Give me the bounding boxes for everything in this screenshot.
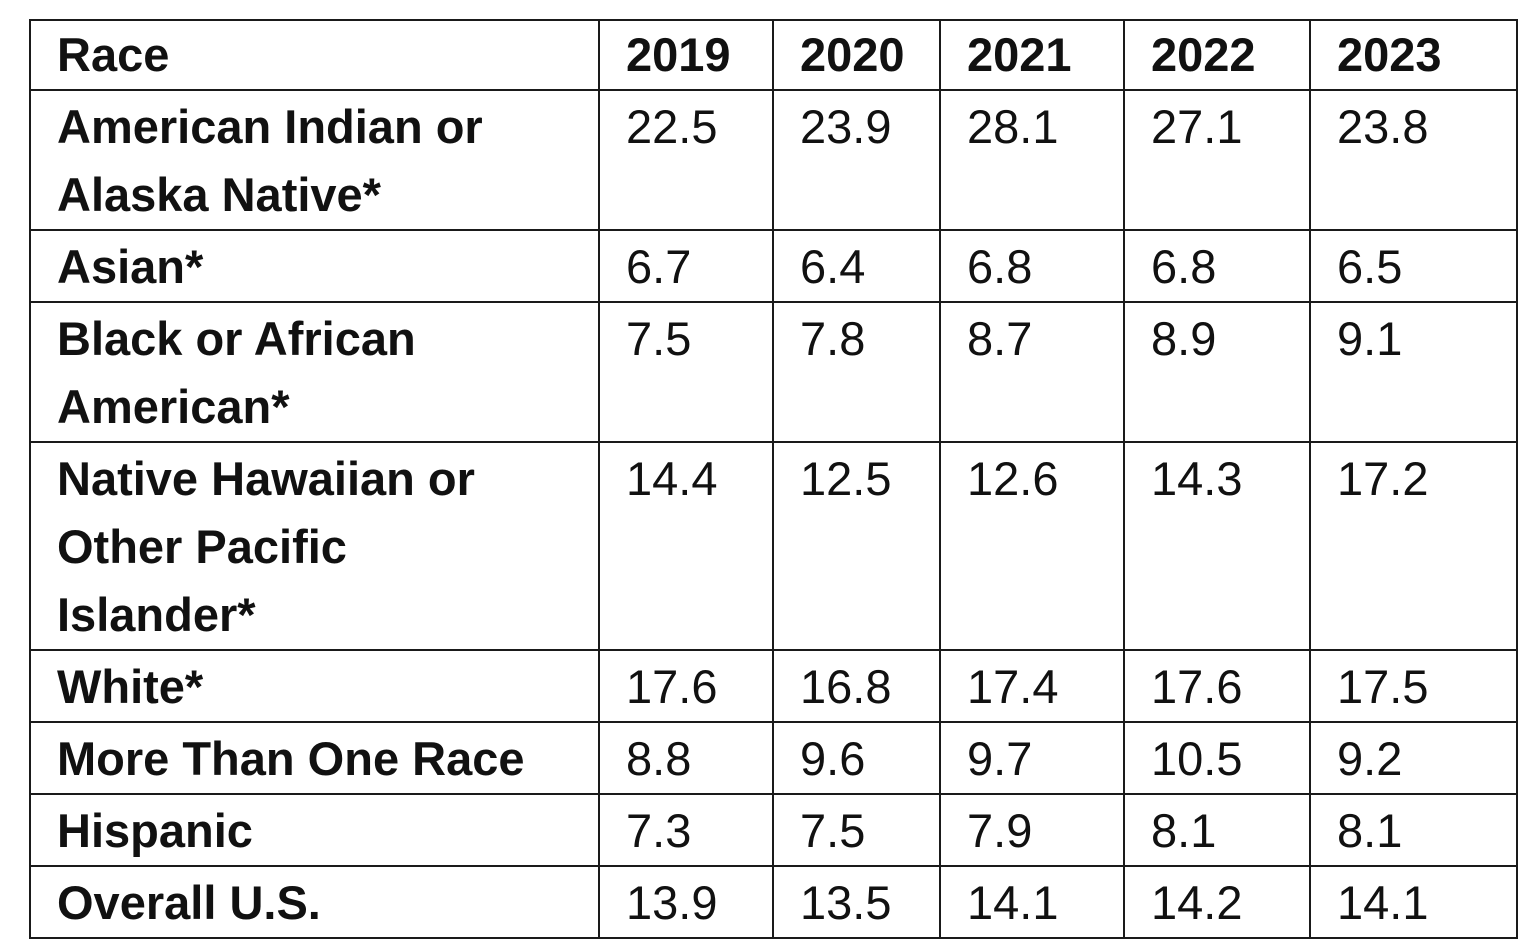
column-header-2021: 2021	[939, 19, 1125, 91]
column-header-2023: 2023	[1309, 19, 1518, 91]
column-header-2019: 2019	[598, 19, 774, 91]
race-label-line: American Indian or	[57, 100, 483, 153]
value-cell-2021: 6.8	[939, 229, 1125, 303]
value-cell-2021: 28.1	[939, 89, 1125, 231]
column-header-2020: 2020	[772, 19, 941, 91]
race-label-line: White*	[57, 660, 204, 713]
race-label-cell: Overall U.S.	[29, 865, 600, 939]
value-cell-2020: 12.5	[772, 441, 941, 651]
value-cell-2023: 17.5	[1309, 649, 1518, 723]
race-label-cell: Asian*	[29, 229, 600, 303]
table-row: Overall U.S. 13.9 13.5 14.1 14.2 14.1	[29, 865, 1518, 939]
table-row: White* 17.6 16.8 17.4 17.6 17.5	[29, 649, 1518, 723]
value-cell-2023: 17.2	[1309, 441, 1518, 651]
value-cell-2019: 13.9	[598, 865, 774, 939]
table-row: American Indian or Alaska Native* 22.5 2…	[29, 89, 1518, 231]
value-cell-2023: 9.2	[1309, 721, 1518, 795]
value-cell-2021: 12.6	[939, 441, 1125, 651]
value-cell-2020: 16.8	[772, 649, 941, 723]
race-label-line: Asian*	[57, 240, 204, 293]
race-label-line: Alaska Native*	[57, 168, 381, 221]
column-header-race: Race	[29, 19, 600, 91]
race-label-cell: White*	[29, 649, 600, 723]
table-row: More Than One Race 8.8 9.6 9.7 10.5 9.2	[29, 721, 1518, 795]
race-label-line: Other Pacific	[57, 520, 347, 573]
value-cell-2020: 7.5	[772, 793, 941, 867]
data-table-wrapper: Race 2019 2020 2021 2022 2023 American I…	[29, 19, 1518, 939]
race-label-line: Black or African	[57, 312, 416, 365]
value-cell-2020: 23.9	[772, 89, 941, 231]
value-cell-2019: 6.7	[598, 229, 774, 303]
value-cell-2023: 14.1	[1309, 865, 1518, 939]
table-row: Native Hawaiian or Other Pacific Islande…	[29, 441, 1518, 651]
race-label-cell: Hispanic	[29, 793, 600, 867]
table-row: Hispanic 7.3 7.5 7.9 8.1 8.1	[29, 793, 1518, 867]
value-cell-2022: 27.1	[1123, 89, 1311, 231]
race-label-line: Native Hawaiian or	[57, 452, 475, 505]
value-cell-2023: 9.1	[1309, 301, 1518, 443]
value-cell-2022: 8.9	[1123, 301, 1311, 443]
value-cell-2023: 6.5	[1309, 229, 1518, 303]
value-cell-2020: 9.6	[772, 721, 941, 795]
value-cell-2021: 14.1	[939, 865, 1125, 939]
value-cell-2021: 8.7	[939, 301, 1125, 443]
value-cell-2022: 6.8	[1123, 229, 1311, 303]
value-cell-2019: 17.6	[598, 649, 774, 723]
value-cell-2022: 14.2	[1123, 865, 1311, 939]
value-cell-2019: 8.8	[598, 721, 774, 795]
race-label-cell: More Than One Race	[29, 721, 600, 795]
column-header-2022: 2022	[1123, 19, 1311, 91]
value-cell-2019: 22.5	[598, 89, 774, 231]
data-table: Race 2019 2020 2021 2022 2023 American I…	[29, 19, 1518, 939]
race-label-line: Overall U.S.	[57, 876, 321, 929]
value-cell-2020: 6.4	[772, 229, 941, 303]
race-label-line: More Than One Race	[57, 732, 525, 785]
value-cell-2022: 10.5	[1123, 721, 1311, 795]
value-cell-2021: 17.4	[939, 649, 1125, 723]
race-label-cell: Black or African American*	[29, 301, 600, 443]
value-cell-2023: 23.8	[1309, 89, 1518, 231]
value-cell-2020: 7.8	[772, 301, 941, 443]
race-label-line: Islander*	[57, 588, 256, 641]
race-label-cell: American Indian or Alaska Native*	[29, 89, 600, 231]
race-label-line: Hispanic	[57, 804, 253, 857]
value-cell-2020: 13.5	[772, 865, 941, 939]
value-cell-2022: 8.1	[1123, 793, 1311, 867]
value-cell-2019: 7.5	[598, 301, 774, 443]
value-cell-2019: 14.4	[598, 441, 774, 651]
value-cell-2023: 8.1	[1309, 793, 1518, 867]
value-cell-2021: 9.7	[939, 721, 1125, 795]
table-row: Black or African American* 7.5 7.8 8.7 8…	[29, 301, 1518, 443]
value-cell-2019: 7.3	[598, 793, 774, 867]
table-row: Asian* 6.7 6.4 6.8 6.8 6.5	[29, 229, 1518, 303]
race-label-line: American*	[57, 380, 290, 433]
table-header-row: Race 2019 2020 2021 2022 2023	[29, 19, 1518, 91]
value-cell-2021: 7.9	[939, 793, 1125, 867]
race-label-cell: Native Hawaiian or Other Pacific Islande…	[29, 441, 600, 651]
value-cell-2022: 17.6	[1123, 649, 1311, 723]
value-cell-2022: 14.3	[1123, 441, 1311, 651]
